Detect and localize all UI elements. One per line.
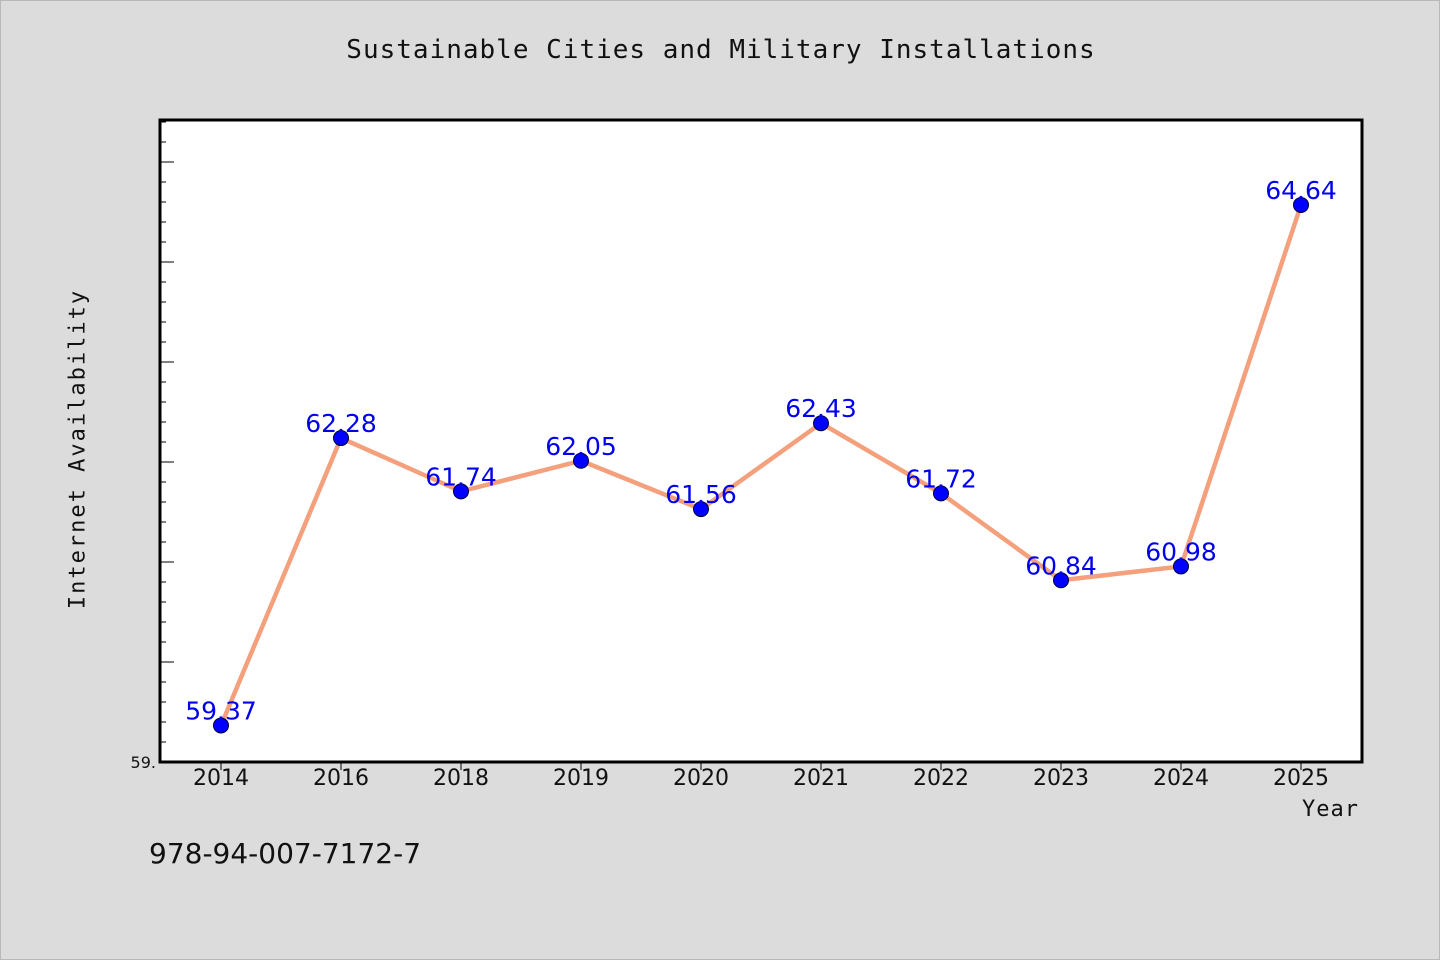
- x-tick-label: 2020: [673, 766, 729, 791]
- data-point: [573, 452, 589, 469]
- data-point: [1293, 196, 1309, 213]
- data-point: [813, 415, 829, 432]
- data-label: 60.98: [1145, 537, 1217, 566]
- data-label: 62.43: [785, 394, 857, 423]
- data-label: 62.05: [545, 432, 617, 461]
- data-label: 62.28: [305, 409, 377, 438]
- data-point: [1173, 558, 1189, 575]
- data-label: 60.84: [1025, 551, 1097, 580]
- isbn-footnote: 978-94-007-7172-7: [149, 837, 422, 870]
- x-tick-label: 2024: [1153, 766, 1209, 791]
- x-tick-label: 2022: [913, 766, 969, 791]
- axis-ticks: 59. 2014 2016 2018 2019 2020 2021 2022 2023 2024 2…: [131, 121, 1329, 791]
- data-points-layer: [213, 196, 1309, 734]
- data-point: [933, 485, 949, 502]
- chart-title: Sustainable Cities and Military Installa…: [346, 35, 1096, 65]
- data-labels-layer: 59.37 62.28 61.74 62.05 61.56 62.43 61.72 60.84…: [185, 176, 1337, 726]
- x-tick-label: 2019: [553, 766, 609, 791]
- x-tick-label: 2025: [1273, 766, 1329, 791]
- series-line: [218, 202, 1304, 728]
- data-point: [453, 483, 469, 500]
- data-point: [333, 430, 349, 447]
- x-tick-label: 2021: [793, 766, 849, 791]
- data-label: 61.74: [425, 462, 497, 491]
- data-label: 61.56: [665, 480, 737, 509]
- y-tick-label: 59.: [131, 753, 156, 772]
- data-point: [1053, 572, 1069, 589]
- x-tick-label: 2023: [1033, 766, 1089, 791]
- x-axis-label: Year: [1302, 797, 1359, 822]
- data-label: 59.37: [185, 696, 257, 725]
- series-line-layer: [218, 202, 1304, 728]
- x-tick-label: 2014: [193, 766, 249, 791]
- x-tick-label: 2016: [313, 766, 369, 791]
- data-point: [693, 501, 709, 518]
- data-label: 61.72: [905, 464, 977, 493]
- plot-frame: [158, 118, 1364, 764]
- data-point: [213, 717, 229, 734]
- plot-area: [160, 120, 1362, 762]
- data-label: 64.64: [1265, 176, 1337, 205]
- x-tick-label: 2018: [433, 766, 489, 791]
